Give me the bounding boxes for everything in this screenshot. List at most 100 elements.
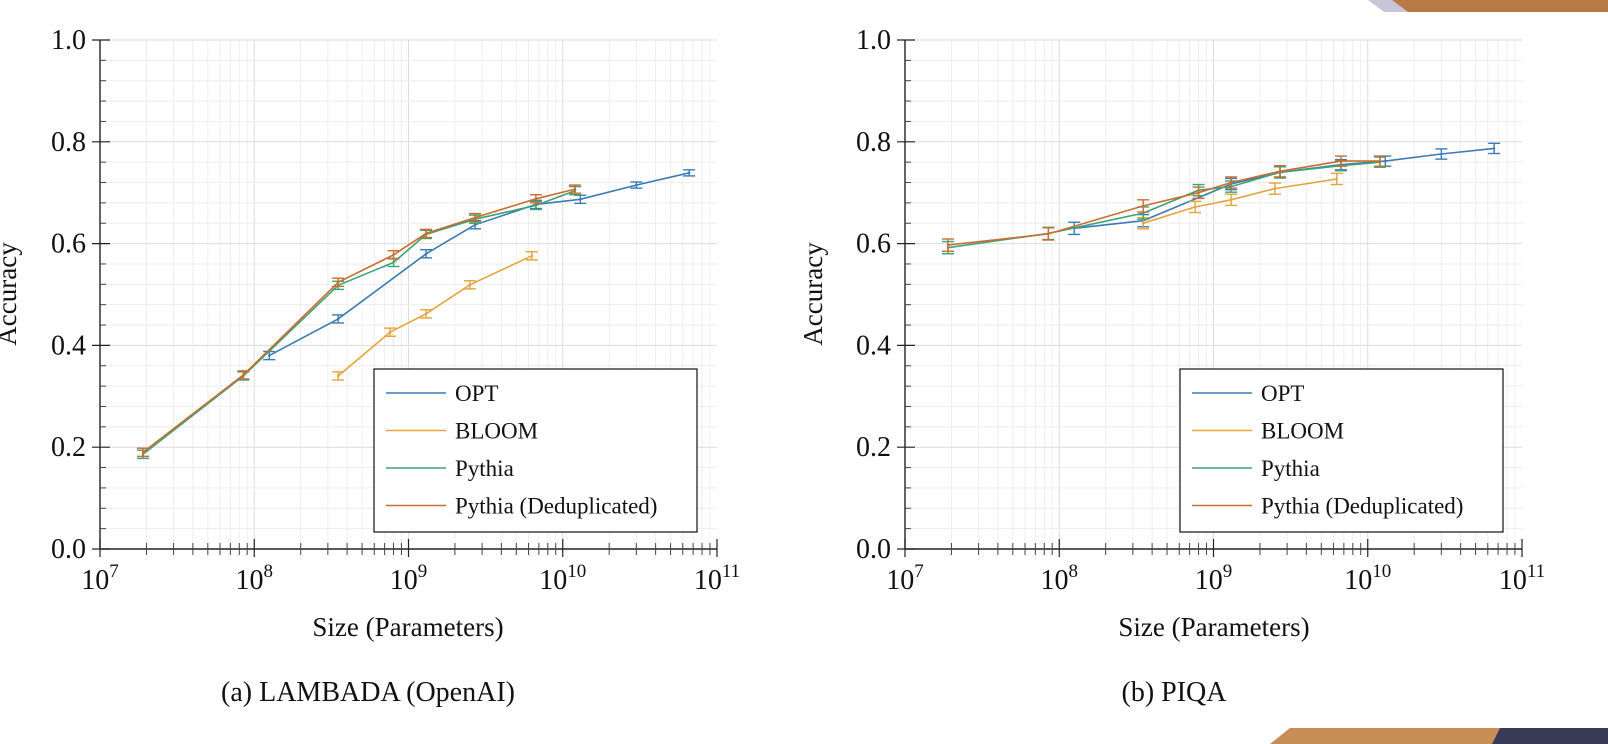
error-bar (136, 447, 149, 458)
x-tick-base: 10 (886, 565, 914, 596)
error-bar (332, 314, 345, 324)
x-tick-base: 10 (236, 565, 264, 596)
y-tick-label: 0.2 (51, 432, 86, 463)
x-tick-exponent: 10 (567, 561, 586, 582)
y-tick-label: 0.4 (51, 330, 86, 361)
data-point (141, 451, 145, 454)
data-point (1384, 159, 1387, 163)
x-tick-exponent: 8 (264, 561, 274, 582)
y-tick-label: 1.0 (51, 25, 86, 56)
y-axis-label: Accuracy (800, 242, 828, 346)
data-point (1141, 204, 1145, 208)
data-point (530, 254, 533, 258)
data-point (424, 312, 428, 316)
y-tick-label: 0.0 (51, 534, 86, 565)
error-bar (420, 249, 433, 259)
data-point (534, 197, 538, 201)
error-bar (1488, 142, 1501, 155)
error-bar (463, 280, 476, 290)
y-tick-label: 0.6 (856, 229, 891, 260)
x-tick-label: 108 (1041, 561, 1079, 596)
data-point (392, 253, 395, 256)
data-point (473, 223, 477, 226)
error-bar (420, 309, 433, 319)
data-point (336, 281, 340, 284)
x-tick-label: 107 (81, 561, 119, 596)
legend-label: Pythia (455, 456, 514, 481)
y-tick-label: 1.0 (856, 25, 891, 56)
y-tick-label: 0.0 (856, 534, 891, 565)
data-point (534, 204, 538, 207)
data-point (267, 354, 271, 357)
error-bar (1268, 182, 1281, 195)
data-point (573, 187, 577, 191)
data-point (1197, 191, 1200, 194)
x-tick-base: 10 (1041, 565, 1069, 596)
data-point (1335, 177, 1338, 181)
x-tick-base: 10 (81, 565, 109, 596)
series-line (1074, 147, 1495, 230)
x-tick-label: 109 (1195, 561, 1233, 596)
error-bar (384, 327, 397, 337)
data-point (388, 330, 392, 334)
data-point (579, 198, 582, 201)
x-tick-exponent: 9 (418, 561, 428, 582)
data-point (468, 283, 472, 287)
x-axis-label: Size (Parameters) (1118, 612, 1309, 642)
error-bar (1334, 155, 1347, 167)
y-tick-label: 0.8 (51, 127, 86, 158)
data-point (473, 216, 477, 219)
error-bar (469, 212, 482, 223)
data-point (946, 243, 950, 247)
x-ticks: 107 108 109 1010 1011 (81, 561, 740, 596)
x-tick-label: 1010 (539, 561, 586, 596)
error-bar (237, 370, 250, 380)
legend-label: Pythia (Deduplicated) (1261, 494, 1463, 519)
series-lines (941, 142, 1501, 255)
data-point (1440, 152, 1443, 156)
y-ticks: 0.0 0.2 0.4 0.6 0.8 1.0 (51, 25, 86, 565)
x-tick-exponent: 11 (722, 561, 740, 582)
error-bar (568, 184, 581, 194)
legend-label: BLOOM (1261, 419, 1344, 444)
x-tick-label: 1011 (694, 561, 740, 596)
x-tick-base: 10 (1344, 565, 1372, 596)
chart-lambada: 107 108 109 1010 1011 0.00.20.40.60.81.0 Siz… (0, 25, 740, 708)
data-point (1047, 232, 1050, 236)
x-tick-label: 1010 (1344, 561, 1391, 596)
error-bar (1435, 148, 1448, 160)
data-point (1273, 187, 1277, 190)
legend: OPT BLOOM Pythia Pythia (Deduplicated) (1179, 368, 1504, 533)
x-tick-base: 10 (1195, 565, 1223, 596)
x-tick-label: 1011 (1499, 561, 1545, 596)
legend-label: BLOOM (455, 419, 538, 444)
data-point (392, 261, 395, 264)
x-tick-base: 10 (539, 565, 567, 596)
x-tick-exponent: 9 (1223, 561, 1233, 582)
x-tick-exponent: 8 (1069, 561, 1079, 582)
x-tick-exponent: 10 (1372, 561, 1391, 582)
error-bar (332, 277, 345, 288)
x-ticks: 107 108 109 1010 1011 (886, 561, 1545, 596)
error-bar (387, 250, 400, 260)
x-tick-exponent: 7 (109, 561, 119, 582)
legend-label: Pythia (Deduplicated) (455, 494, 657, 519)
series-line (142, 189, 576, 455)
data-point (1229, 198, 1233, 202)
error-bar (420, 228, 433, 239)
axes (897, 39, 1523, 557)
data-point (1278, 170, 1282, 173)
series-line (268, 172, 690, 357)
x-tick-exponent: 7 (914, 561, 924, 582)
y-tick-label: 0.2 (856, 432, 891, 463)
legend-label: OPT (455, 381, 498, 406)
error-bar (529, 194, 542, 204)
error-bar (332, 371, 345, 381)
x-tick-base: 10 (694, 565, 722, 596)
data-point (687, 171, 691, 175)
chart-piqa: 107 108 109 1010 1011 0.00.20.40.60.81.0 Siz… (800, 25, 1545, 708)
y-tick-label: 0.6 (51, 229, 86, 260)
legend-label: OPT (1261, 381, 1304, 406)
data-point (1378, 159, 1382, 163)
